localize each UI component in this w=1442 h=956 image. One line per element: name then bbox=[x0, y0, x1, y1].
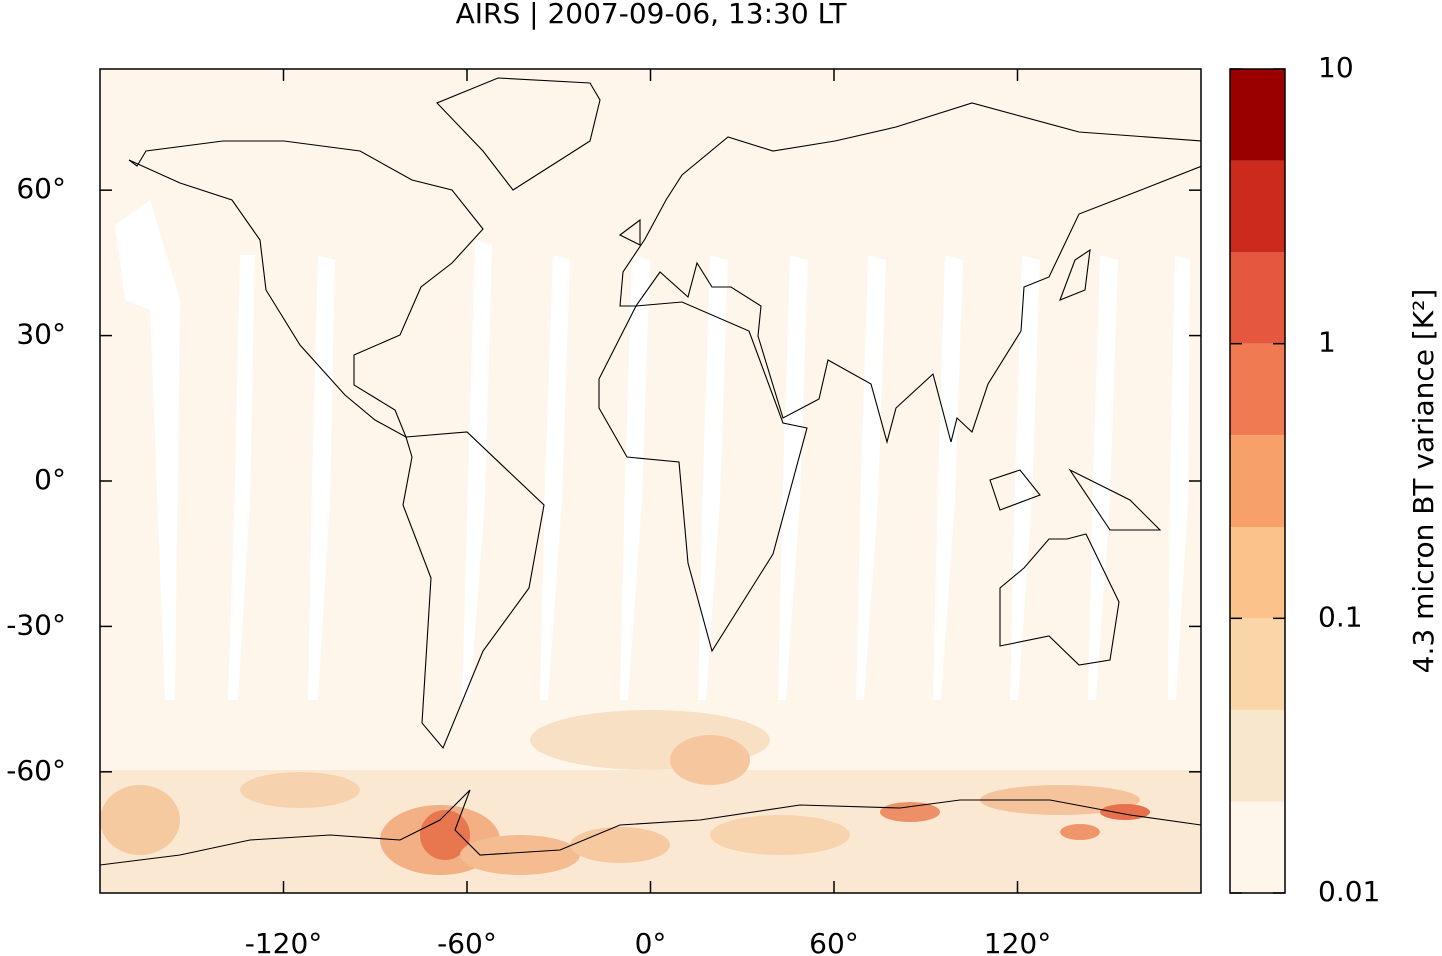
colorbar-band bbox=[1230, 252, 1285, 344]
colorbar-band bbox=[1230, 160, 1285, 253]
colorbar-tick-label: 0.01 bbox=[1318, 875, 1380, 908]
patch bbox=[570, 827, 670, 863]
patch bbox=[460, 835, 580, 875]
swath-gap bbox=[1010, 255, 1040, 700]
x-tick-label: 120° bbox=[984, 927, 1051, 956]
y-tick-label: 0° bbox=[34, 463, 66, 496]
colorbar-band bbox=[1230, 69, 1285, 161]
patch bbox=[1060, 824, 1100, 840]
y-tick-label: -60° bbox=[6, 754, 66, 787]
x-tick-label: 60° bbox=[809, 927, 859, 956]
swath-gap bbox=[698, 255, 728, 700]
eurasia bbox=[619, 102, 1201, 445]
north-america bbox=[128, 140, 484, 439]
colorbar-tick-label: 10 bbox=[1318, 51, 1354, 84]
colorbar-band bbox=[1230, 709, 1285, 802]
swath-gap bbox=[933, 255, 963, 700]
swath-gap bbox=[540, 255, 570, 700]
patch bbox=[980, 785, 1140, 815]
south-america bbox=[402, 431, 545, 750]
africa bbox=[598, 301, 808, 653]
colorbar-label: 4.3 micron BT variance [K²] bbox=[1407, 289, 1440, 674]
coastlines bbox=[100, 77, 1201, 866]
colorbar-band bbox=[1230, 527, 1285, 619]
x-tick-label: 0° bbox=[635, 927, 667, 956]
australia bbox=[999, 533, 1120, 666]
swath-gap bbox=[1088, 255, 1118, 700]
colorbar-band bbox=[1230, 435, 1285, 528]
antarctica bbox=[100, 789, 1201, 866]
data-gaps bbox=[115, 200, 1190, 700]
patch bbox=[670, 735, 750, 785]
greenland bbox=[436, 77, 601, 191]
swath-gap bbox=[620, 255, 650, 700]
map-area bbox=[100, 69, 1201, 893]
patch bbox=[100, 785, 180, 855]
swath-gap bbox=[308, 255, 335, 700]
colorbar-band bbox=[1230, 618, 1285, 710]
swath-gap bbox=[856, 255, 886, 700]
y-tick-label: 30° bbox=[16, 318, 66, 351]
swath-gap bbox=[1168, 255, 1190, 700]
colorbar-band bbox=[1230, 801, 1285, 893]
islands bbox=[618, 218, 1162, 531]
swath-gap bbox=[115, 200, 180, 700]
swath-gap bbox=[778, 255, 808, 700]
swath-gap bbox=[228, 255, 255, 700]
colorbar-tick-label: 0.1 bbox=[1318, 600, 1363, 633]
x-tick-label: -120° bbox=[245, 927, 323, 956]
colorbar-frame bbox=[1229, 68, 1286, 894]
patch bbox=[240, 772, 360, 808]
colorbar-band bbox=[1230, 343, 1285, 436]
patch bbox=[880, 802, 940, 822]
swath-gap bbox=[462, 240, 492, 700]
colorbar-tick-label: 1 bbox=[1318, 326, 1336, 359]
patch bbox=[1100, 804, 1150, 820]
title: AIRS | 2007-09-06, 13:30 LT bbox=[456, 0, 848, 30]
variance-patches bbox=[100, 710, 1201, 893]
y-tick-label: 60° bbox=[16, 172, 66, 205]
patch bbox=[710, 815, 850, 855]
y-tick-label: -30° bbox=[6, 608, 66, 641]
x-tick-label: -60° bbox=[437, 927, 497, 956]
